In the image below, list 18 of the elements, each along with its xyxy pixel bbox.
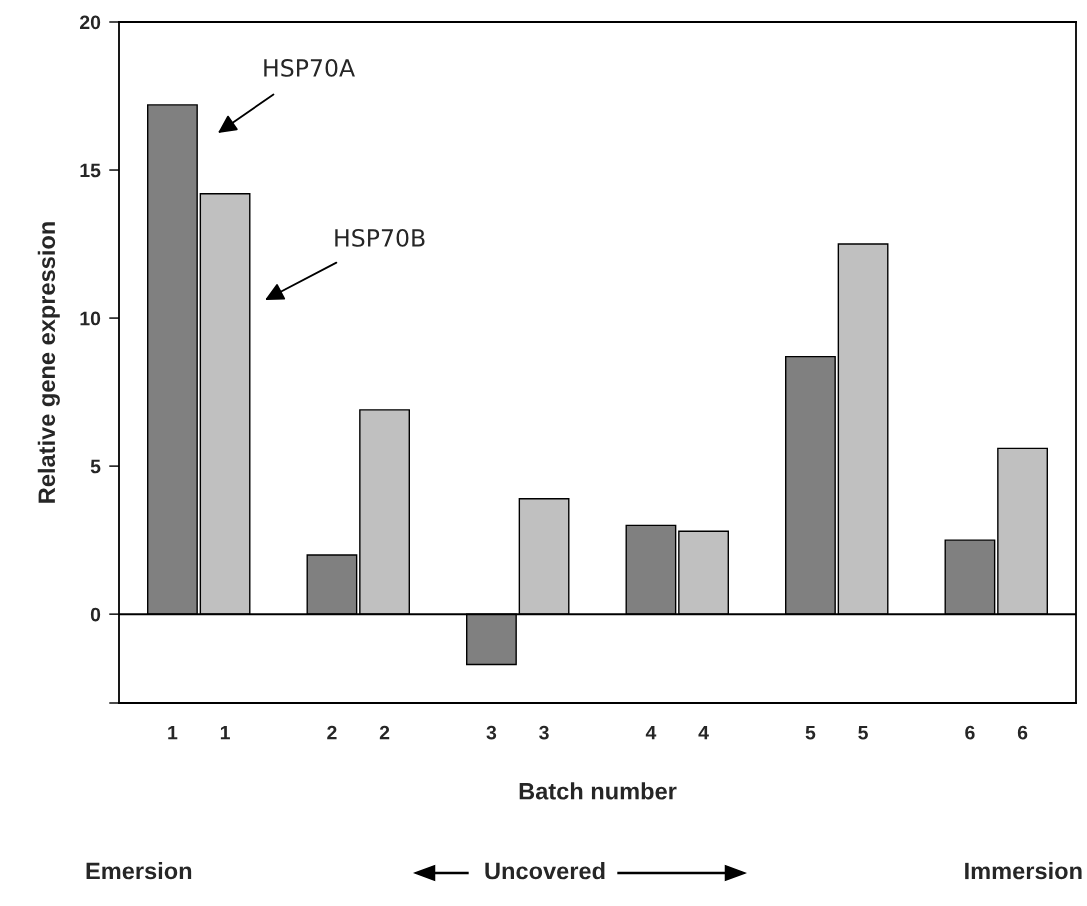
x-tick-label: 4 — [645, 725, 657, 740]
text: Emersion — [86, 861, 192, 880]
text: Immersion — [965, 861, 1082, 880]
y-tick-label: 20 — [79, 15, 101, 30]
y-tick-label: 10 — [80, 311, 101, 326]
x-tick-label: 1 — [168, 725, 178, 740]
x-tick-label: 3 — [486, 725, 497, 740]
annotation: HSP70B — [335, 228, 425, 247]
y-tick-label: 5 — [90, 459, 101, 474]
x-axis-title: Batch number — [519, 782, 677, 800]
x-tick-label: 6 — [965, 725, 975, 740]
x-tick-label: 5 — [805, 725, 816, 740]
x-tick-label: 2 — [327, 725, 337, 740]
y-tick-label: 15 — [80, 163, 101, 178]
y-tick-label: 0 — [90, 607, 101, 622]
annotation: HSP70A — [264, 59, 355, 77]
text: Uncovered — [485, 861, 605, 880]
y-axis-title: Relative gene expression — [37, 222, 60, 503]
